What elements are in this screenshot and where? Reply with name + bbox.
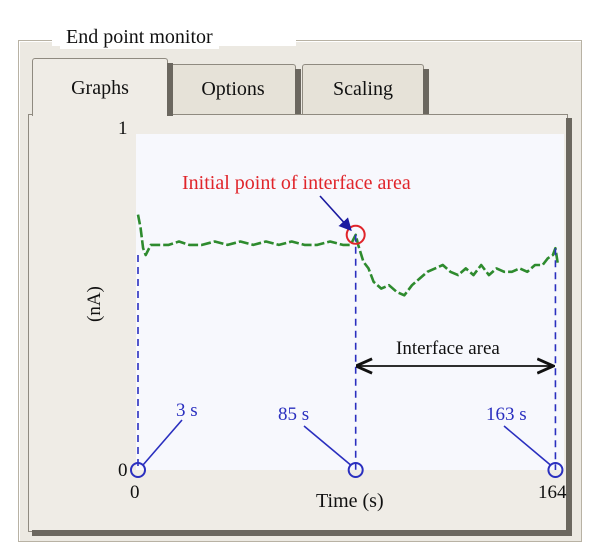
group-title: End point monitor (60, 26, 219, 49)
leader-3s (142, 419, 183, 466)
initial-point-label: Initial point of interface area (182, 172, 411, 194)
initial-point-arrow (319, 195, 352, 232)
tab-options-label: Options (201, 78, 265, 100)
initial-point-circle (345, 224, 366, 245)
x-axis-label: Time (s) (316, 490, 384, 512)
plot-area (136, 134, 564, 470)
y-tick-max: 1 (118, 118, 128, 139)
y-tick-min: 0 (118, 460, 128, 481)
marker-163s-label: 163 s (486, 404, 527, 425)
tab-scaling[interactable]: Scaling (302, 64, 429, 114)
marker-3s-label: 3 s (176, 400, 198, 421)
panel-shadow-bottom (32, 530, 572, 536)
guide-circle-0 (130, 462, 146, 478)
tab-graphs-label: Graphs (71, 77, 129, 99)
marker-layer (130, 195, 564, 478)
tab-options[interactable]: Options (170, 64, 301, 114)
panel-shadow-right (566, 118, 572, 534)
tab-scaling-label: Scaling (333, 78, 393, 100)
x-tick-max: 164 (538, 482, 567, 503)
marker-85s-label: 85 s (278, 404, 310, 425)
series-line-0 (136, 214, 560, 297)
leader-85s (303, 425, 352, 466)
guide-circle-1 (347, 462, 364, 478)
guide-circle-2 (547, 462, 564, 478)
tab-graphs-shadow (167, 63, 173, 116)
leader-163s (503, 425, 551, 466)
series-layer (136, 214, 560, 297)
tab-graphs[interactable]: Graphs (32, 58, 173, 116)
tab-options-shadow (295, 69, 301, 114)
tab-scaling-shadow (423, 69, 429, 114)
x-tick-min: 0 (130, 482, 140, 503)
interface-area-label: Interface area (396, 338, 500, 359)
